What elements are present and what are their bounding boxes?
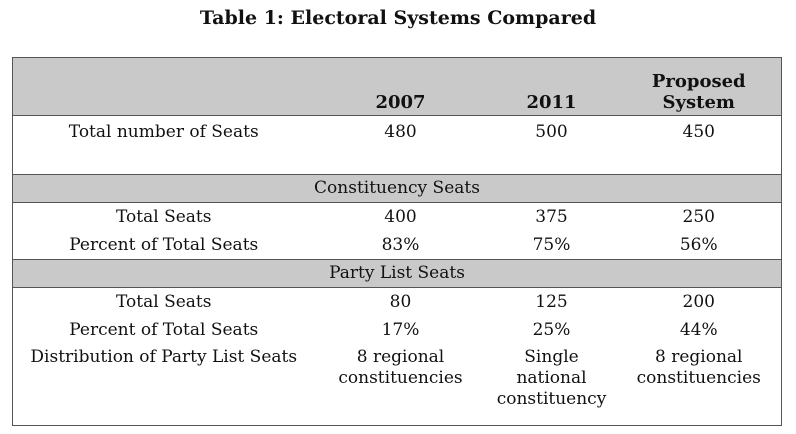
cell-2007: 8 regional constituencies: [338, 347, 463, 388]
cell-2007: 83%: [381, 234, 420, 255]
header-cell-2011: 2011: [486, 57, 617, 116]
row-label: Percent of Total Seats: [69, 319, 259, 340]
cell-proposed: 200: [682, 291, 715, 312]
cell-2011: 375: [535, 206, 568, 227]
cell-proposed: 250: [682, 206, 715, 227]
cell-2007: 400: [384, 206, 417, 227]
section-row-party-list: Party List Seats: [12, 259, 782, 288]
electoral-systems-table: 2007 2011 Proposed System Total number o…: [12, 57, 782, 426]
table-row: Percent of Total Seats 83% 75% 56%: [13, 231, 782, 260]
section-heading: Constituency Seats: [12, 174, 782, 203]
cell-proposed: 8 regional constituencies: [636, 347, 761, 388]
cell-2011: Single national constituency: [496, 347, 607, 409]
table-title: Table 1: Electoral Systems Compared: [199, 7, 597, 29]
table-row-distribution: Distribution of Party List Seats 8 regio…: [13, 344, 782, 426]
header-cell-proposed: Proposed System: [616, 57, 782, 116]
row-label: Percent of Total Seats: [69, 234, 259, 255]
row-label: Distribution of Party List Seats: [30, 347, 298, 367]
cell-2007: 17%: [381, 319, 420, 340]
section-heading: Party List Seats: [12, 259, 782, 288]
table-row-total-seats: Total number of Seats 480 500 450: [13, 116, 782, 175]
cell-2011: 500: [535, 122, 568, 142]
cell-proposed: 450: [682, 122, 715, 142]
header-cell-empty: [12, 57, 315, 116]
cell-2007: 80: [389, 291, 412, 312]
cell-2011: 25%: [532, 319, 571, 340]
cell-proposed: 44%: [679, 319, 718, 340]
cell-proposed: 56%: [679, 234, 718, 255]
table-row: Total Seats 80 125 200: [13, 288, 782, 317]
header-row: 2007 2011 Proposed System: [12, 57, 782, 116]
table-row: Total Seats 400 375 250: [13, 203, 782, 232]
cell-2007: 480: [384, 122, 417, 142]
cell-2011: 125: [535, 291, 568, 312]
row-label: Total Seats: [116, 206, 212, 227]
cell-2011: 75%: [532, 234, 571, 255]
row-label: Total number of Seats: [68, 122, 259, 142]
section-row-constituency: Constituency Seats: [12, 174, 782, 203]
header-cell-2007: 2007: [314, 57, 487, 116]
table-row: Percent of Total Seats 17% 25% 44%: [13, 316, 782, 344]
row-label: Total Seats: [116, 291, 212, 312]
